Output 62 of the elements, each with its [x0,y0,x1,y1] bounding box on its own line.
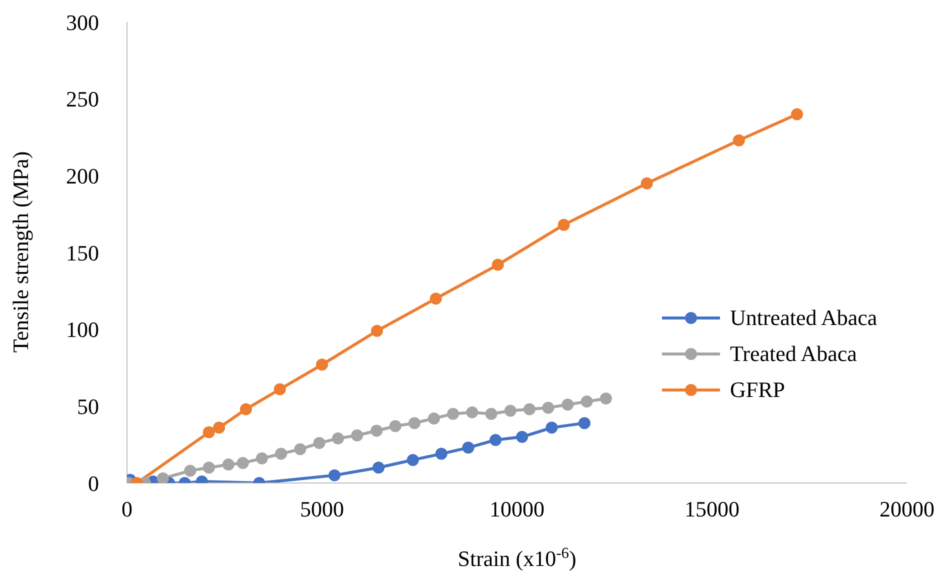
point [562,398,574,411]
point [202,462,215,474]
legend-label: GFRP [730,377,786,403]
point [542,402,554,414]
x-tick-label: 10000 [490,496,544,522]
x-tick-label: 0 [122,496,132,522]
y-tick-label: 50 [77,394,99,419]
y-axis-title: Tensile strength (MPa) [8,151,33,353]
point [328,469,340,482]
point [408,417,420,430]
point [351,429,364,442]
point [504,404,516,417]
point [184,464,196,477]
point [640,177,653,190]
point [256,452,268,464]
point [372,462,385,474]
point [523,403,536,416]
y-tick-label: 150 [66,240,99,266]
point [275,448,288,460]
point [370,324,383,337]
point [435,448,448,460]
point [222,458,234,471]
point [389,420,402,432]
x-tick-label: 20000 [880,496,934,522]
point [485,408,498,420]
point [370,424,383,437]
y-tick-label: 250 [66,86,99,112]
point [274,383,286,396]
point [490,434,502,446]
point [732,134,745,146]
point [447,408,460,420]
y-tick-label: 300 [66,10,99,35]
point [492,258,504,271]
point [213,422,226,434]
x-tick-label: 5000 [300,496,344,522]
x-axis-title: Strain (x10$^{-6}$) [458,544,576,571]
y-tick-label: 100 [66,317,99,342]
point [294,443,306,456]
point [600,392,612,404]
legend-label: Treated Abaca [730,341,857,367]
x-tick-label: 15000 [684,496,740,522]
point [546,422,558,434]
point [578,417,590,430]
point [316,358,328,371]
point [558,218,570,231]
point [791,108,804,120]
point [156,472,169,483]
point [240,403,252,416]
y-tick-label: 200 [66,163,99,188]
point [236,457,249,470]
y-tick-label: 0 [88,470,99,496]
legend-label: Untreated Abaca [730,305,878,331]
point [580,396,593,408]
point [313,437,326,450]
point [466,406,478,418]
point [428,412,440,424]
point [406,454,419,466]
point [462,442,474,454]
point [332,432,344,444]
point [430,292,442,305]
point [202,426,215,438]
point [516,430,528,443]
